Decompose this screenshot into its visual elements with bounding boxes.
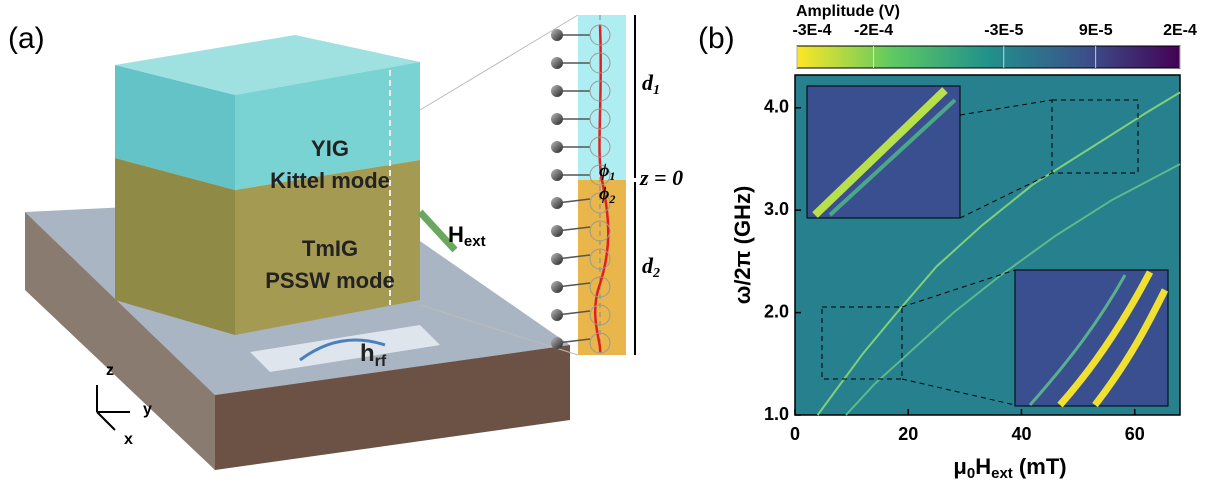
panel-label: (a)	[8, 22, 45, 55]
inset-bottom	[1015, 270, 1168, 406]
x-tick-label: 40	[1011, 424, 1031, 444]
phi1-sub: 1	[609, 169, 615, 183]
xlabel-part: (mT)	[1013, 454, 1067, 479]
xlabel-part: μ	[953, 454, 966, 479]
colorbar-tick-label: -3E-5	[984, 22, 1023, 39]
y-tick-label: 2.0	[764, 301, 789, 321]
y-tick-label: 4.0	[764, 97, 789, 117]
xlabel-sub: 0	[967, 465, 975, 482]
hext-sub: ext	[464, 233, 486, 250]
page: {"panel_a": {"label": "(a)", "yig": "YIG…	[0, 0, 1207, 488]
inset-top	[807, 86, 960, 218]
kittel-label: Kittel mode	[270, 168, 390, 193]
spin-ball	[551, 225, 563, 237]
phi2-main: ϕ	[599, 183, 609, 203]
y-tick-label: 3.0	[764, 199, 789, 219]
yig-strip	[578, 15, 626, 180]
z0-label: z = 0	[639, 165, 683, 190]
spin-ball	[551, 169, 563, 181]
tmig-label: TmIG	[302, 236, 358, 261]
hext-main: H	[448, 222, 464, 247]
yig-label: YIG	[311, 136, 349, 161]
panel-label: (b)	[698, 22, 735, 55]
spin-ball	[551, 197, 563, 209]
colorbar-tick-label: 9E-5	[1079, 22, 1113, 39]
figure: (a) YIG Kittel mode TmIG PSSW mode Hext …	[0, 0, 1207, 488]
d1-sub: 1	[653, 83, 660, 98]
tmig-strip	[578, 180, 626, 355]
x-axis-label: μ0Hext (mT)	[953, 454, 1066, 482]
d2-label: d2	[642, 253, 660, 281]
spin-ball	[551, 29, 563, 41]
colorbar-title: Amplitude (V)	[796, 3, 900, 20]
d1-label: d1	[642, 70, 660, 98]
spin-ball	[551, 309, 563, 321]
spin-ball	[551, 113, 563, 125]
spin-ball	[551, 337, 563, 349]
y-tick-label: 1.0	[764, 404, 789, 424]
pssw-label: PSSW mode	[265, 268, 395, 293]
phi2-sub: 2	[608, 192, 615, 206]
spin-ball	[551, 85, 563, 97]
spin-ball	[551, 57, 563, 69]
axis-z: z	[106, 362, 114, 379]
colorbar-tick-label: 2E-4	[1163, 22, 1197, 39]
hrf-sub: rf	[375, 353, 387, 370]
axis-x: x	[124, 431, 133, 448]
xlabel-part: H	[975, 454, 991, 479]
axis-y: y	[143, 401, 152, 418]
colorbar-tick-label: -3E-4	[792, 22, 831, 39]
colorbar-tick-label: -2E-4	[854, 22, 893, 39]
phi1-main: ϕ	[599, 160, 609, 180]
xlabel-sub: ext	[991, 465, 1013, 482]
d2-sub: 2	[652, 266, 660, 281]
colorbar	[797, 46, 1180, 68]
spin-ball	[551, 281, 563, 293]
spin-ball	[551, 141, 563, 153]
x-tick-label: 20	[898, 424, 918, 444]
axes-glyph	[97, 385, 130, 430]
x-tick-label: 0	[790, 424, 800, 444]
hext-label: Hext	[448, 222, 486, 250]
y-axis-label: ω/2π (GHz)	[730, 186, 755, 305]
hrf-main: h	[360, 340, 375, 367]
x-tick-label: 60	[1125, 424, 1145, 444]
spin-ball	[551, 253, 563, 265]
